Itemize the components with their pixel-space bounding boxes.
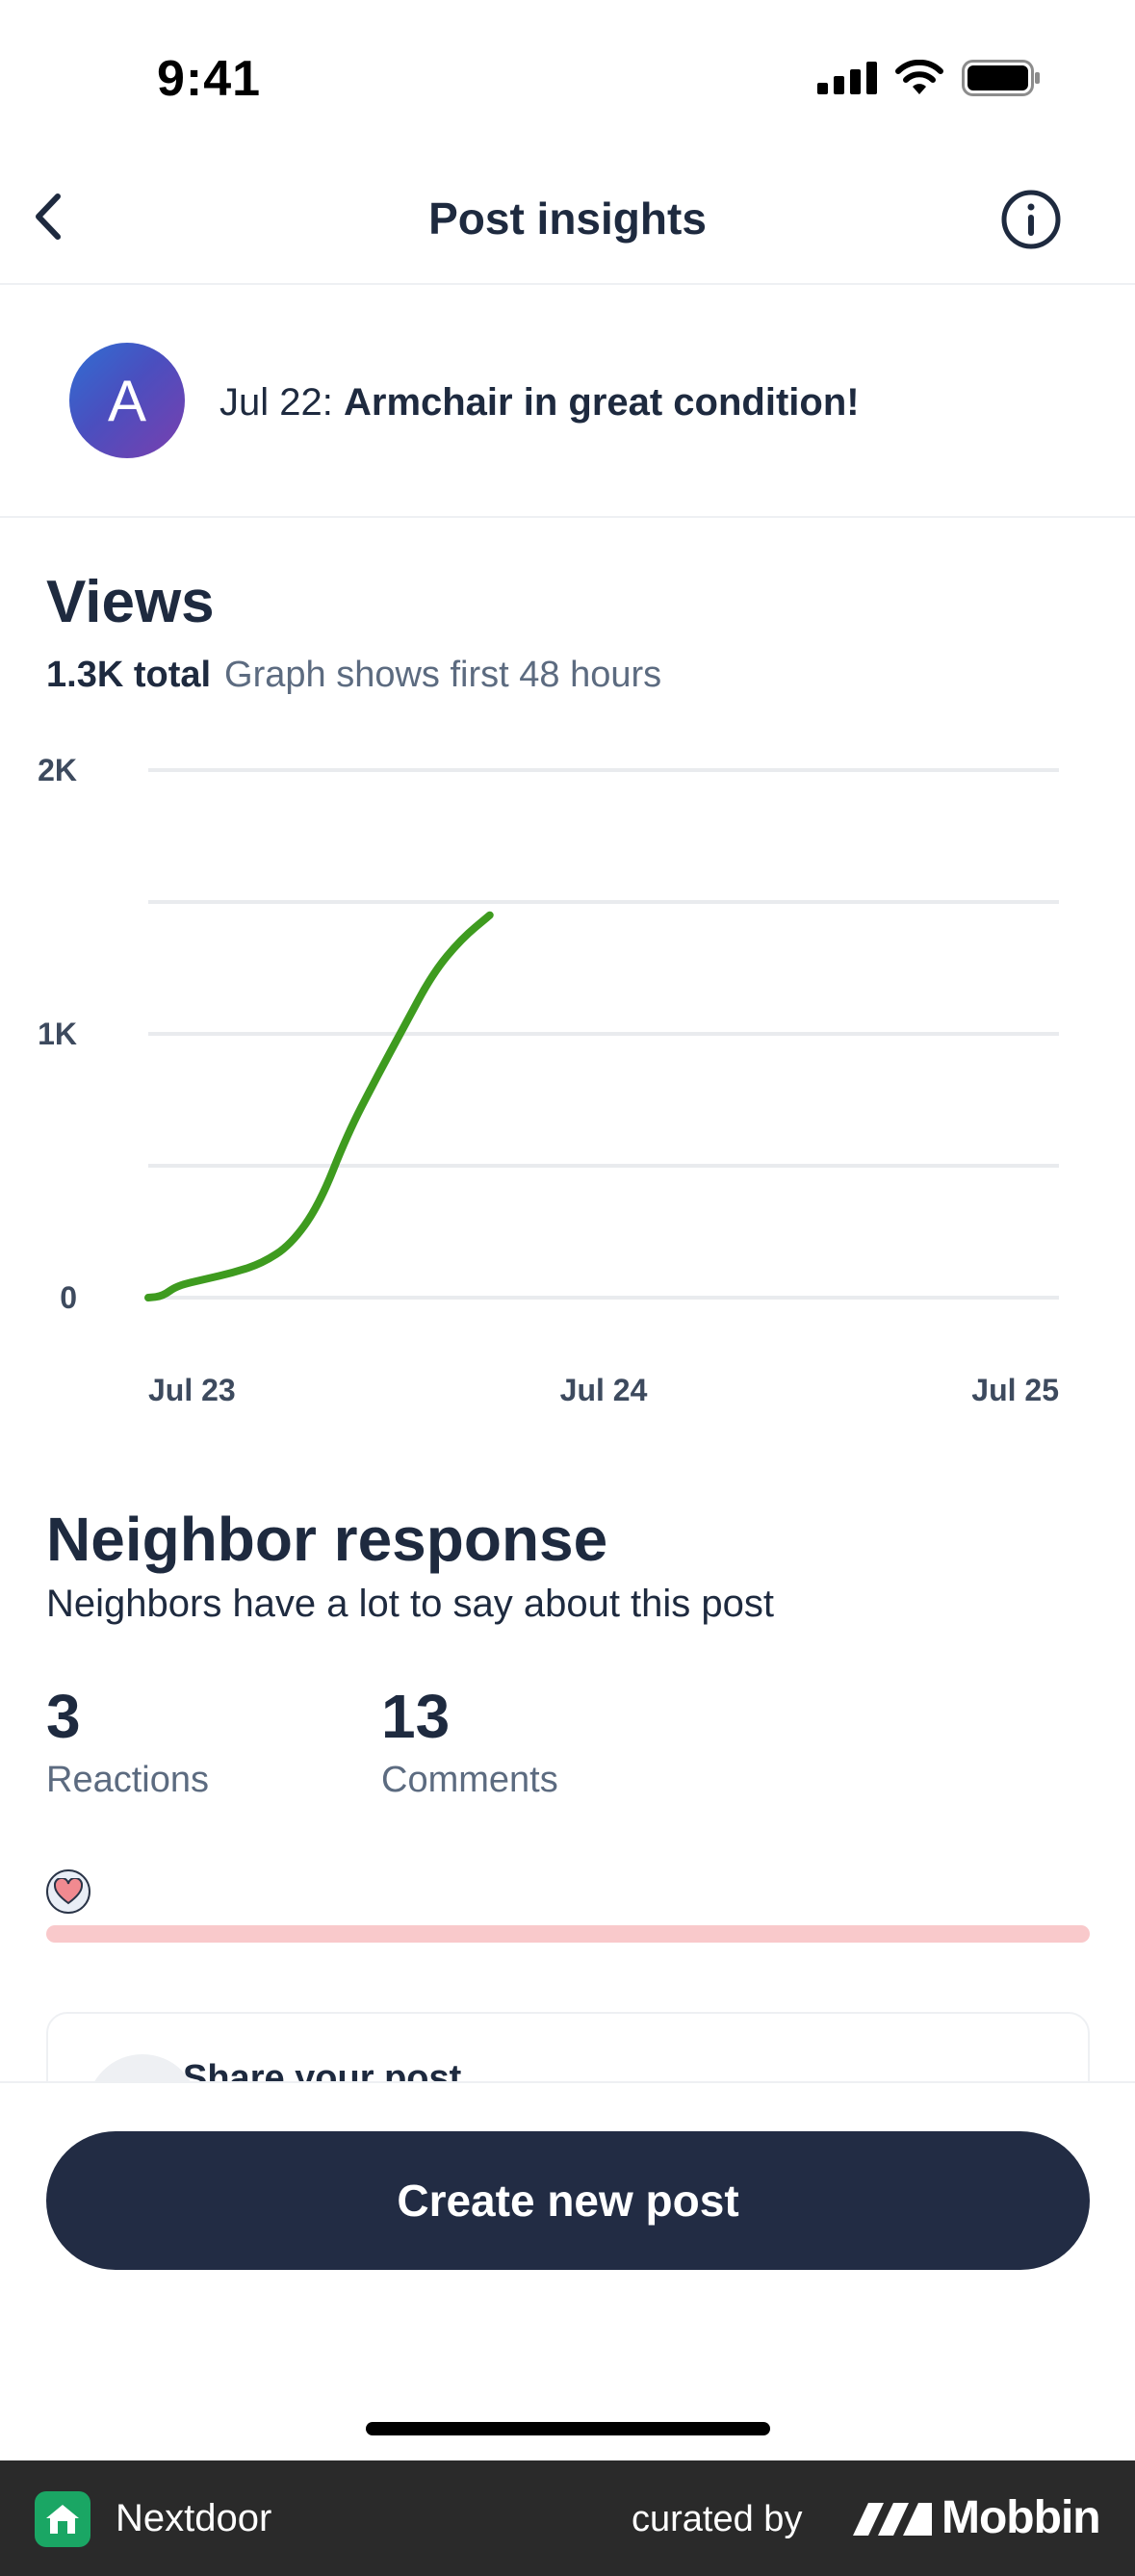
y-tick-label: 0 xyxy=(60,1280,77,1315)
post-divider xyxy=(0,516,1135,518)
views-subtitle: 1.3K total Graph shows first 48 hours xyxy=(46,655,661,696)
info-button[interactable] xyxy=(996,185,1066,254)
x-tick-label: Jul 23 xyxy=(148,1373,236,1407)
cellular-signal-icon xyxy=(817,62,877,94)
battery-icon xyxy=(962,60,1040,96)
views-total: 1.3K total xyxy=(46,655,212,695)
info-icon xyxy=(1001,190,1061,249)
post-date: Jul 22: xyxy=(219,381,333,424)
views-series-line xyxy=(144,911,494,1301)
back-button[interactable] xyxy=(19,183,87,250)
views-chart: 0 1K 2K Jul 23 Jul 24 Jul 25 xyxy=(38,753,1059,1407)
home-indicator xyxy=(366,2422,770,2435)
nextdoor-logo xyxy=(35,2491,90,2547)
heart-icon xyxy=(54,1878,83,1905)
app-name: Nextdoor xyxy=(116,2497,272,2539)
reactions-label: Reactions xyxy=(46,1760,209,1800)
heart-reaction-badge xyxy=(46,1869,90,1914)
curated-by-label: curated by xyxy=(632,2499,803,2539)
chevron-left-icon xyxy=(36,193,61,240)
header-divider xyxy=(0,283,1135,285)
status-icons xyxy=(817,60,1041,96)
x-tick-label: Jul 24 xyxy=(560,1373,648,1407)
footer-bar xyxy=(0,2460,1135,2576)
views-title: Views xyxy=(46,569,215,635)
post-title: Armchair in great condition! xyxy=(343,381,860,424)
status-time: 9:41 xyxy=(157,51,262,107)
mobbin-logo-icon xyxy=(853,2503,932,2536)
y-tick-label: 1K xyxy=(38,1017,77,1051)
house-icon xyxy=(46,2505,79,2534)
reactions-count: 3 xyxy=(46,1682,81,1751)
neighbor-response-subtitle: Neighbors have a lot to say about this p… xyxy=(46,1583,775,1625)
x-tick-label: Jul 25 xyxy=(971,1373,1059,1407)
views-note: Graph shows first 48 hours xyxy=(224,655,662,695)
comments-count: 13 xyxy=(381,1682,451,1751)
create-new-post-button[interactable]: Create new post xyxy=(46,2131,1090,2270)
post-summary[interactable]: Jul 22: Armchair in great condition! xyxy=(219,381,860,425)
comments-label: Comments xyxy=(381,1760,558,1800)
reaction-breakdown-bar xyxy=(46,1925,1090,1943)
wifi-icon xyxy=(895,60,943,94)
y-tick-label: 2K xyxy=(38,753,77,787)
neighbor-response-title: Neighbor response xyxy=(46,1505,608,1574)
mobbin-brand: Mobbin xyxy=(942,2492,1101,2543)
avatar: A xyxy=(69,343,185,458)
page-title: Post insights xyxy=(428,193,707,244)
